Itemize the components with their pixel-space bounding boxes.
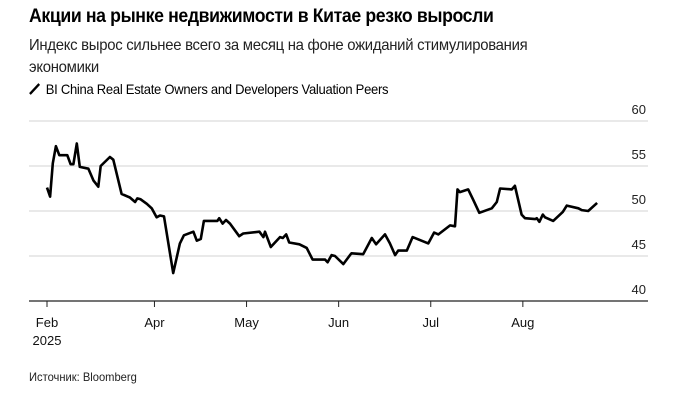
legend: BI China Real Estate Owners and Develope… <box>29 81 389 97</box>
y-tick-label: 50 <box>632 192 646 207</box>
chart-title: Акции на рынке недвижимости в Китае резк… <box>29 6 494 27</box>
x-tick-label: May <box>234 315 259 330</box>
y-tick-label: 55 <box>632 147 646 162</box>
chart-subtitle: Индекс вырос сильнее всего за месяц на ф… <box>29 37 528 54</box>
y-tick-label: 40 <box>632 282 646 297</box>
source-note: Источник: Bloomberg <box>29 370 137 384</box>
x-tick-label: Jul <box>422 315 439 330</box>
x-tick-label: Feb <box>36 315 58 330</box>
x-tick-label: Jun <box>328 315 349 330</box>
series-line <box>45 142 598 275</box>
x-tick-label: Apr <box>144 315 165 330</box>
y-tick-label: 60 <box>632 102 646 117</box>
x-tick-year-label: 2025 <box>33 333 62 348</box>
chart-subtitle-line2: экономики <box>29 59 99 76</box>
x-tick-label: Aug <box>511 315 534 330</box>
legend-line-icon <box>29 83 41 95</box>
legend-label: BI China Real Estate Owners and Develope… <box>45 81 389 97</box>
y-tick-label: 45 <box>632 237 646 252</box>
